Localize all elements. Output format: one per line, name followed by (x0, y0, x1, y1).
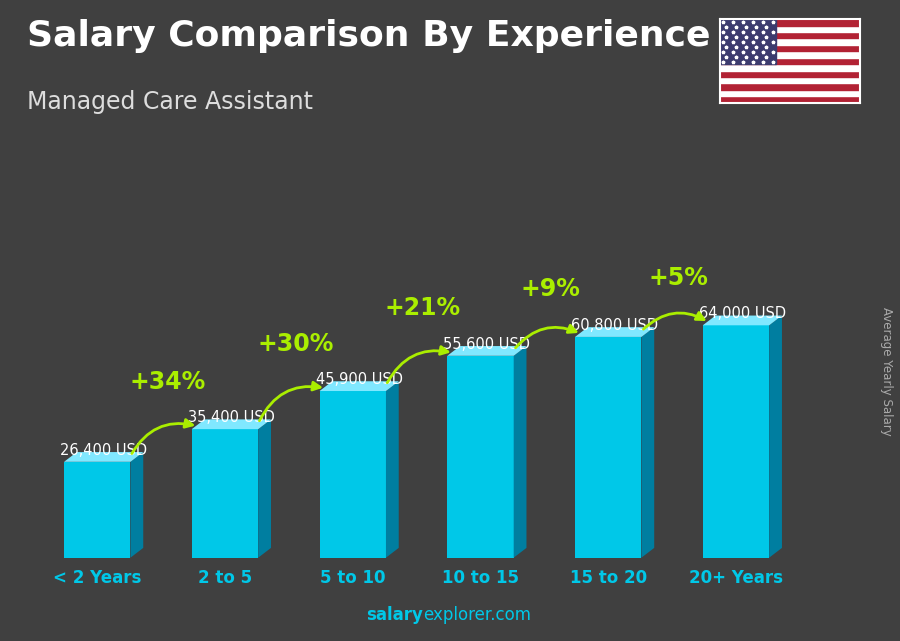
Polygon shape (447, 356, 514, 558)
Bar (720, 83, 859, 90)
Bar (720, 38, 859, 45)
Bar (720, 64, 859, 71)
Polygon shape (770, 315, 782, 558)
Text: 55,600 USD: 55,600 USD (444, 337, 530, 352)
Polygon shape (575, 327, 654, 337)
Text: 60,800 USD: 60,800 USD (572, 318, 658, 333)
Bar (720, 90, 859, 96)
Bar (720, 32, 859, 38)
Text: +9%: +9% (521, 278, 580, 301)
Polygon shape (703, 315, 782, 326)
Polygon shape (642, 327, 654, 558)
Polygon shape (447, 346, 526, 356)
Text: explorer.com: explorer.com (423, 606, 531, 624)
Text: +34%: +34% (130, 370, 205, 394)
Bar (720, 26, 859, 32)
Text: salary: salary (366, 606, 423, 624)
Text: Average Yearly Salary: Average Yearly Salary (880, 308, 893, 436)
Text: Managed Care Assistant: Managed Care Assistant (27, 90, 313, 113)
Text: +21%: +21% (385, 296, 461, 320)
Polygon shape (320, 381, 399, 391)
Polygon shape (703, 326, 770, 558)
Bar (720, 45, 859, 51)
Bar (720, 77, 859, 83)
Text: Salary Comparison By Experience: Salary Comparison By Experience (27, 19, 710, 53)
Text: 45,900 USD: 45,900 USD (316, 372, 402, 387)
Bar (720, 96, 859, 103)
Polygon shape (386, 381, 399, 558)
Polygon shape (192, 429, 258, 558)
Text: 26,400 USD: 26,400 USD (60, 443, 148, 458)
Bar (720, 58, 859, 64)
Text: 64,000 USD: 64,000 USD (699, 306, 786, 321)
Bar (720, 51, 859, 58)
Polygon shape (64, 452, 143, 462)
Text: +30%: +30% (257, 331, 333, 356)
Polygon shape (192, 419, 271, 429)
Bar (720, 19, 776, 64)
Polygon shape (575, 337, 642, 558)
Polygon shape (64, 462, 130, 558)
Text: 35,400 USD: 35,400 USD (188, 410, 274, 425)
Text: +5%: +5% (649, 266, 708, 290)
Polygon shape (320, 391, 386, 558)
Bar (720, 19, 859, 26)
Polygon shape (258, 419, 271, 558)
Polygon shape (130, 452, 143, 558)
Polygon shape (514, 346, 526, 558)
Bar (720, 71, 859, 77)
